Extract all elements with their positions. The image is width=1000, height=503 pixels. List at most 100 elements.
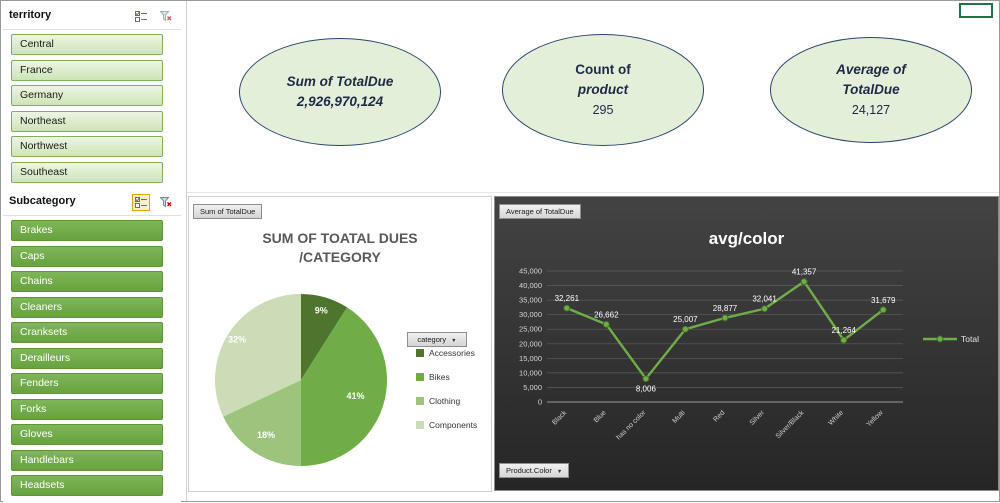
kpi-title: TotalDue [842,82,900,97]
multi-select-icon[interactable] [132,194,150,211]
line-chart: 0 5,000 10,000 15,000 20,000 25,000 30,000 35,0… [519,267,979,442]
legend-swatch [416,397,424,405]
data-label: 41,357 [792,268,817,277]
pie-slice-components[interactable] [215,294,301,417]
legend-label: Accessories [429,348,475,358]
data-point-yellow[interactable] [879,306,887,314]
slicer-item-brakes[interactable]: Brakes [11,220,163,241]
pie-chart: 9% 41% 18% 32% [215,294,387,466]
x-axis-tick-label: Silver [749,409,767,427]
slicer-item-forks[interactable]: Forks [11,398,163,420]
slicer-item-headsets[interactable]: Headsets [11,475,163,496]
x-axis-tick-label: has no color [615,409,647,441]
territory-slicer: territory [3,3,181,187]
data-point-blue[interactable] [602,320,610,328]
slicer-item-gloves[interactable]: Gloves [11,424,163,445]
data-label: 32,041 [752,295,777,304]
x-axis-tick-label: Black [551,409,568,426]
slicer-item-northeast[interactable]: Northeast [11,110,163,132]
pie-data-label: 9% [315,306,328,316]
pivot-field-button-avg-totaldue[interactable]: Average of TotalDue [499,204,581,219]
legend-swatch [416,373,424,381]
y-axis-tick-label: 45,000 [519,267,542,276]
y-axis-tick-label: 0 [538,398,542,407]
legend-swatch [416,349,424,357]
clear-filter-icon[interactable] [157,194,175,211]
kpi-title: Average of [836,62,906,77]
kpi-oval-sum-totaldue: Sum of TotalDue 2,926,970,124 [239,38,441,146]
pivot-field-button-label: Sum of TotalDue [200,207,256,216]
pie-chart-title: SUM OF TOATAL DUES /CATEGORY [262,230,418,265]
slicer-item-caps[interactable]: Caps [11,245,163,267]
y-axis-tick-label: 10,000 [519,368,542,377]
y-axis-tick-label: 5,000 [523,383,542,392]
data-label: 31,679 [871,296,896,305]
kpi-title: Count of [575,62,631,77]
series-legend-label: Total [961,334,979,344]
kpi-oval-count-product: Count of product 295 [502,34,704,146]
y-axis-tick-label: 35,000 [519,296,542,305]
slicer-item-germany[interactable]: Germany [11,85,163,106]
data-point-silver-black[interactable] [800,278,808,286]
kpi-value: 24,127 [851,103,891,117]
slicer-item-handlebars[interactable]: Handlebars [11,449,163,471]
category-field-label: category [417,335,447,344]
chevron-down-icon: ▼ [451,338,457,344]
slicer-item-fenders[interactable]: Fenders [11,373,163,394]
product-color-field-dropdown[interactable]: Product.Color ▼ [499,463,570,478]
subcategory-slicer-title: Subcategory [9,195,76,207]
category-field-dropdown[interactable]: category ▼ [407,332,467,347]
pivot-field-button-label: Average of TotalDue [506,207,574,216]
slicer-item-chains[interactable]: Chains [11,271,163,292]
legend-label: Clothing [429,396,461,406]
subcategory-slicer-header: Subcategory [3,189,181,216]
pie-chart-panel: Sum of TotalDue SUM OF TOATAL DUES /CATE… [188,196,492,492]
x-axis-tick-label: Multi [671,409,687,425]
pie-slice-accessories[interactable] [301,294,348,380]
dashboard-area: Sum of TotalDue 2,926,970,124 Count of p… [186,1,999,501]
data-label: 32,261 [555,294,580,303]
multi-select-icon[interactable] [132,8,150,25]
slicer-item-cranksets[interactable]: Cranksets [11,322,163,343]
y-axis-tick-label: 40,000 [519,281,542,290]
data-point-silver[interactable] [761,305,769,313]
pie-data-label: 32% [228,334,246,344]
y-axis-tick-label: 20,000 [519,339,542,348]
line-chart-title: avg/color [708,229,785,248]
kpi-title: Sum of TotalDue [286,74,394,89]
kpi-title: product [577,82,629,97]
data-label: 21,264 [831,326,856,335]
territory-slicer-items: Central France Germany Northeast Northwest So… [3,30,181,183]
territory-slicer-header: territory [3,3,181,30]
x-axis-tick-label: White [828,409,846,427]
x-axis-tick-label: Red [712,409,726,423]
pivot-field-button-sum-totaldue[interactable]: Sum of TotalDue [193,204,263,219]
slicer-item-central[interactable]: Central [11,34,163,55]
pie-slice-clothing[interactable] [223,380,301,466]
slicer-item-southeast[interactable]: Southeast [11,161,163,183]
data-point-red[interactable] [721,314,729,322]
slicer-item-northwest[interactable]: Northwest [11,136,163,157]
gridline [187,192,999,193]
pie-legend: Accessories Bikes Clothing Components [416,348,477,444]
kpi-value: 2,926,970,124 [296,94,384,109]
kpi-value: 295 [592,103,614,117]
product-color-field-label: Product.Color [506,466,552,475]
data-point-black[interactable] [563,304,571,312]
legend-item-accessories: Accessories [416,348,477,358]
slicer-item-derailleurs[interactable]: Derailleurs [11,347,163,369]
clear-filter-icon[interactable] [157,8,175,25]
data-point-white[interactable] [840,336,848,344]
kpi-oval-avg-totaldue: Average of TotalDue 24,127 [770,37,972,143]
pie-data-label: 18% [257,430,275,440]
data-point-multi[interactable] [681,325,689,333]
legend-label: Components [429,420,478,430]
slicer-item-france[interactable]: France [11,59,163,81]
active-cell-selection[interactable] [959,3,993,18]
slicer-item-cleaners[interactable]: Cleaners [11,296,163,318]
pie-slice-bikes[interactable] [301,307,387,466]
pie-data-label: 41% [346,391,364,401]
subcategory-slicer-items: Brakes Caps Chains Cleaners Cranksets Deraill… [3,216,181,496]
data-point-has-no-color[interactable] [642,375,650,383]
